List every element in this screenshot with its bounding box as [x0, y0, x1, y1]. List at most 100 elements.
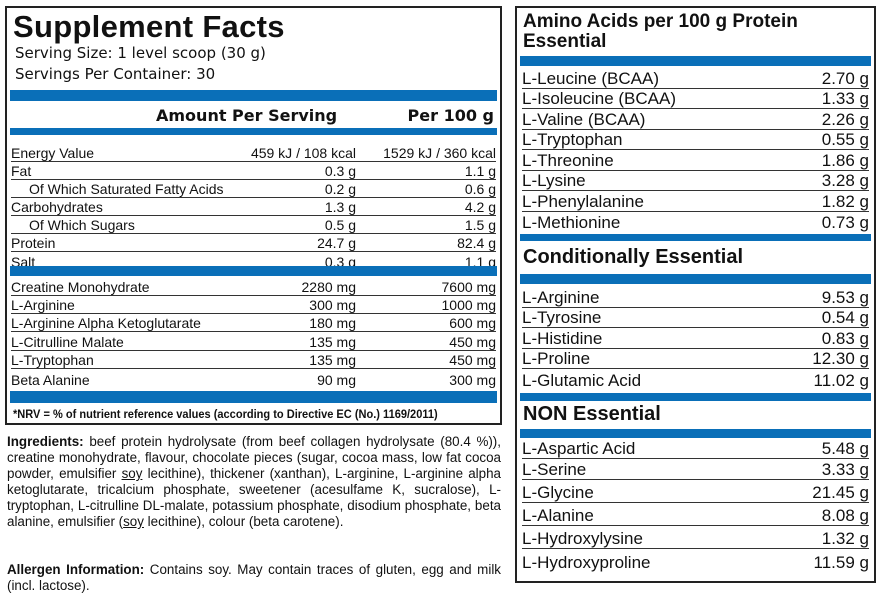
- conditional-table: L-Arginine 9.53 g L-Tyrosine 0.54 g L-Histid…: [522, 287, 869, 390]
- nrv-note: *NRV = % of nutrient reference values (a…: [13, 407, 438, 421]
- table-row: L-Phenylalanine 1.82 g: [522, 191, 869, 212]
- row-value: 0.6 g: [464, 181, 496, 197]
- row-value: 2.26 g: [821, 109, 869, 129]
- row-label: L-Alanine: [522, 506, 594, 525]
- row-value: 450 mg: [449, 334, 496, 350]
- row-value: 21.45 g: [812, 483, 869, 502]
- row-value: 8.08 g: [821, 506, 869, 525]
- row-label: L-Phenylalanine: [522, 191, 644, 211]
- row-value: 11.59 g: [813, 553, 869, 572]
- row-value: 135 mg: [309, 334, 356, 350]
- row-value: 1.33 g: [821, 89, 869, 108]
- row-label: L-Arginine Alpha Ketoglutarate: [11, 315, 201, 331]
- row-value: 0.54 g: [821, 308, 869, 327]
- table-row: L-Glycine 21.45 g: [522, 480, 869, 503]
- table-row: L-Hydroxylysine 1.32 g: [522, 526, 869, 549]
- serving-size: Serving Size: 1 level scoop (30 g): [15, 44, 266, 62]
- row-value: 7600 mg: [441, 279, 496, 295]
- row-value: 82.4 g: [457, 235, 496, 251]
- panel-title: Supplement Facts: [13, 9, 285, 44]
- row-label: L-Proline: [522, 349, 591, 368]
- row-label: L-Histidine: [522, 328, 603, 348]
- row-label: L-Tryptophan: [11, 352, 94, 368]
- row-value: 4.2 g: [464, 199, 496, 215]
- table-row: Carbohydrates 1.3 g 4.2 g: [11, 198, 496, 216]
- table-row: L-Citrulline Malate 135 mg 450 mg: [11, 332, 496, 351]
- allergen-body: Contains soy. May contain traces of glut…: [7, 562, 501, 593]
- row-value: 1.5 g: [464, 217, 496, 233]
- row-value: 11.02 g: [813, 370, 869, 390]
- row-value: 2280 mg: [301, 279, 356, 295]
- table-row: Of Which Saturated Fatty Acids 0.2 g 0.6 g: [11, 180, 496, 198]
- table-row: Protein 24.7 g 82.4 g: [11, 234, 496, 252]
- divider-bar: [10, 128, 497, 135]
- ingredients-part: beef protein hydrolysate (from beef coll…: [7, 434, 501, 481]
- row-label: Creatine Monohydrate: [11, 279, 150, 295]
- row-label: Of Which Saturated Fatty Acids: [29, 181, 224, 197]
- row-label: Of Which Sugars: [29, 217, 135, 233]
- conditional-title: Conditionally Essential: [523, 246, 744, 268]
- table-row: L-Tryptophan 135 mg 450 mg: [11, 351, 496, 369]
- divider-bar: [520, 393, 871, 401]
- row-label: L-Citrulline Malate: [11, 334, 124, 350]
- table-row: L-Hydroxyproline 11.59 g: [522, 549, 869, 572]
- row-label: L-Isoleucine (BCAA): [522, 89, 677, 108]
- essential-title: Essential: [523, 31, 607, 52]
- table-row: L-Threonine 1.86 g: [522, 150, 869, 171]
- table-row: Energy Value 459 kJ / 108 kcal 1529 kJ / 3…: [11, 138, 496, 162]
- table-row: Fat 0.3 g 1.1 g: [11, 162, 496, 180]
- row-label: L-Arginine: [522, 287, 600, 307]
- row-value: 300 mg: [309, 297, 356, 313]
- row-label: Carbohydrates: [11, 199, 103, 215]
- row-value: 3.28 g: [821, 171, 869, 190]
- row-label: Energy Value: [11, 145, 95, 161]
- row-label: L-Hydroxylysine: [522, 529, 643, 548]
- row-value: 1.32 g: [821, 529, 869, 548]
- table-row: Creatine Monohydrate 2280 mg 7600 mg: [11, 277, 496, 296]
- table-row: L-Proline 12.30 g: [522, 349, 869, 369]
- row-label: L-Arginine: [11, 297, 75, 313]
- row-value: 1.82 g: [821, 191, 869, 211]
- row-value: 0.5 g: [324, 217, 356, 233]
- row-value: 0.3 g: [324, 163, 356, 179]
- table-row: L-Arginine 9.53 g: [522, 287, 869, 308]
- non-essential-table: L-Aspartic Acid 5.48 g L-Serine 3.33 g L-Gly…: [522, 438, 869, 572]
- row-label: L-Serine: [522, 460, 587, 479]
- row-label: L-Tryptophan: [522, 130, 623, 149]
- table-row: L-Alanine 8.08 g: [522, 503, 869, 526]
- row-value: 600 mg: [449, 315, 496, 331]
- row-label: L-Valine (BCAA): [522, 109, 646, 129]
- row-label: L-Tyrosine: [522, 308, 602, 327]
- table-row: L-Isoleucine (BCAA) 1.33 g: [522, 89, 869, 109]
- row-value: 2.70 g: [821, 68, 869, 88]
- divider-bar: [10, 90, 497, 101]
- table-row: Of Which Sugars 0.5 g 1.5 g: [11, 216, 496, 234]
- actives-table: Creatine Monohydrate 2280 mg 7600 mg L-Argi…: [11, 277, 496, 388]
- row-value: 24.7 g: [317, 235, 356, 251]
- servings-per-container: Servings Per Container: 30: [15, 65, 216, 83]
- row-value: 0.55 g: [821, 130, 869, 149]
- row-label: L-Leucine (BCAA): [522, 68, 660, 88]
- divider-bar: [520, 274, 871, 284]
- row-value: 5.48 g: [821, 439, 869, 458]
- table-row: L-Valine (BCAA) 2.26 g: [522, 109, 869, 130]
- row-value: 1.86 g: [821, 150, 869, 170]
- divider-bar: [520, 56, 871, 66]
- table-row: Beta Alanine 90 mg 300 mg: [11, 369, 496, 388]
- non-essential-title: NON Essential: [523, 403, 661, 425]
- row-value: 12.30 g: [812, 349, 869, 368]
- divider-bar: [10, 391, 497, 403]
- row-value: 1.1 g: [464, 163, 496, 179]
- table-row: L-Arginine 300 mg 1000 mg: [11, 296, 496, 314]
- row-label: Beta Alanine: [11, 372, 90, 388]
- row-label: Protein: [11, 235, 56, 251]
- row-value: 0.83 g: [821, 328, 869, 348]
- row-value: 90 mg: [317, 372, 356, 388]
- table-row: L-Leucine (BCAA) 2.70 g: [522, 68, 869, 89]
- row-label: L-Methionine: [522, 213, 621, 232]
- row-value: 1.3 g: [324, 199, 356, 215]
- table-row: L-Arginine Alpha Ketoglutarate 180 mg 600 …: [11, 314, 496, 332]
- row-label: L-Glycine: [522, 483, 594, 502]
- row-value: 1000 mg: [441, 297, 496, 313]
- row-label: L-Lysine: [522, 171, 586, 190]
